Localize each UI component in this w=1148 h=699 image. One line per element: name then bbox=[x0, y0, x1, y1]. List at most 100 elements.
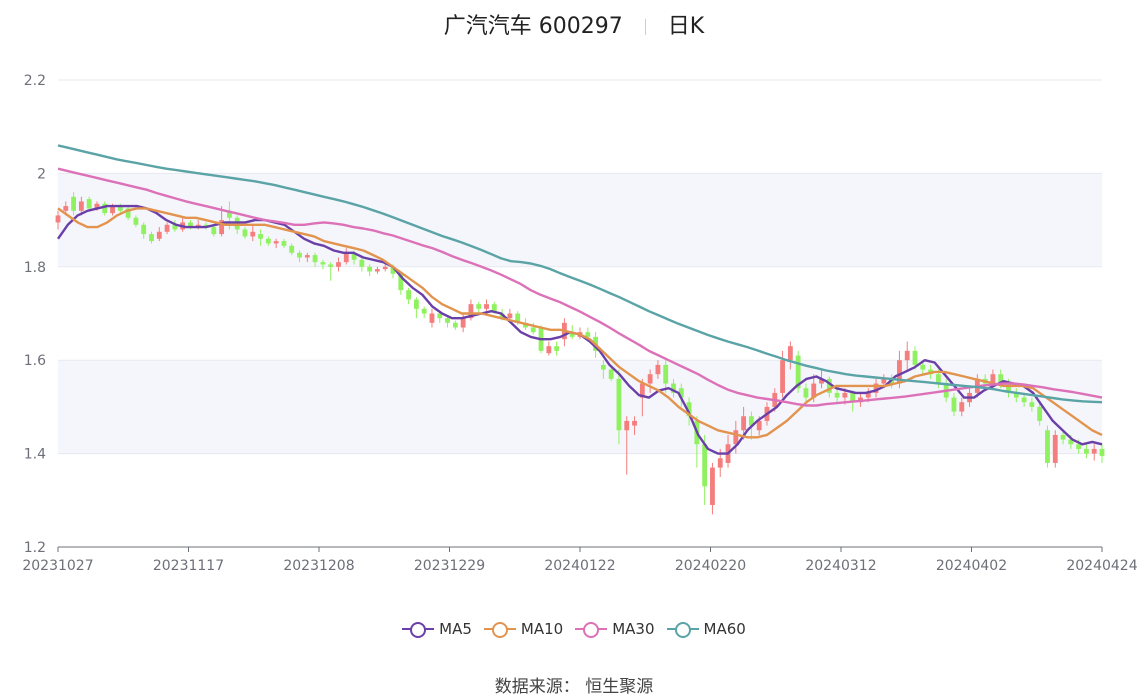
candle-body bbox=[632, 420, 637, 426]
candle-body bbox=[756, 420, 762, 431]
candle-body bbox=[904, 350, 910, 361]
candle-body bbox=[873, 383, 879, 393]
candle-body bbox=[819, 378, 824, 384]
candle-body bbox=[219, 220, 225, 235]
y-tick-label: 1.6 bbox=[24, 353, 46, 369]
x-tick-label: 20240122 bbox=[544, 558, 615, 574]
candle-body bbox=[421, 308, 427, 314]
candle-body bbox=[102, 203, 108, 214]
candle-body bbox=[1052, 434, 1058, 463]
candle-body bbox=[297, 252, 302, 258]
candle-body bbox=[94, 203, 100, 209]
candle-body bbox=[990, 374, 996, 384]
candle-body bbox=[491, 304, 497, 312]
chart-title: 广汽汽车 600297 bbox=[443, 14, 623, 39]
candle-body bbox=[842, 392, 848, 398]
candle-body bbox=[678, 388, 684, 398]
candle-body bbox=[741, 416, 747, 431]
candle-body bbox=[795, 355, 801, 389]
candle-body bbox=[110, 206, 115, 214]
title-separator bbox=[644, 19, 646, 35]
x-tick-label: 20240402 bbox=[936, 558, 1007, 574]
candle-body bbox=[1013, 392, 1019, 398]
candle-body bbox=[343, 252, 349, 263]
candle-body bbox=[398, 273, 404, 291]
candle-body bbox=[484, 304, 489, 309]
x-tick-label: 20231208 bbox=[283, 558, 354, 574]
candle-body bbox=[881, 378, 887, 384]
candle-body bbox=[71, 196, 76, 211]
data-source: 数据来源： 恒生聚源 bbox=[494, 677, 654, 697]
legend-swatch-icon bbox=[483, 622, 516, 638]
candle-body bbox=[86, 199, 92, 209]
candle-body bbox=[897, 360, 902, 384]
candle-body bbox=[265, 238, 271, 244]
candle-body bbox=[133, 217, 139, 225]
candle-body bbox=[515, 313, 521, 323]
candle-body bbox=[55, 215, 61, 223]
candle-body bbox=[663, 364, 669, 384]
legend-swatch-icon bbox=[402, 622, 435, 638]
candle-body bbox=[78, 201, 84, 211]
candle-body bbox=[826, 378, 832, 393]
candle-body bbox=[375, 269, 380, 272]
series-line-ma60 bbox=[57, 144, 1103, 404]
candle-body bbox=[655, 364, 661, 375]
candle-body bbox=[359, 259, 365, 267]
series-line-ma10 bbox=[57, 207, 1103, 439]
candle-body bbox=[367, 266, 373, 272]
candle-body bbox=[1091, 448, 1097, 454]
candle-body bbox=[445, 318, 450, 323]
x-tick-label: 20240312 bbox=[805, 558, 876, 574]
candle-body bbox=[811, 383, 817, 398]
candle-body bbox=[546, 346, 552, 354]
chart-title-bar: 广汽汽车 600297 日K bbox=[0, 8, 1148, 40]
candle-body bbox=[748, 416, 754, 426]
chart-period: 日K bbox=[667, 14, 705, 39]
series-line-ma30 bbox=[57, 167, 1103, 407]
candle-body bbox=[998, 374, 1004, 384]
x-tick-label: 20240424 bbox=[1066, 558, 1137, 574]
candle-body bbox=[850, 392, 856, 403]
x-tick-label: 20231027 bbox=[22, 558, 93, 574]
candle-body bbox=[125, 208, 131, 218]
candle-body bbox=[476, 304, 482, 309]
legend-item-ma10[interactable]: MA10 bbox=[483, 620, 563, 638]
candle-body bbox=[117, 206, 123, 211]
candle-body bbox=[242, 229, 248, 237]
x-tick-label: 20240220 bbox=[675, 558, 746, 574]
candle-body bbox=[336, 262, 341, 267]
candle-body bbox=[351, 252, 357, 260]
y-tick-label: 2 bbox=[37, 166, 46, 182]
legend-label: MA30 bbox=[612, 620, 655, 638]
candle-body bbox=[149, 234, 154, 242]
candle-body bbox=[1029, 402, 1035, 407]
candle-body bbox=[328, 264, 334, 267]
candle-body bbox=[803, 388, 809, 398]
candle-body bbox=[1076, 444, 1082, 449]
candle-body bbox=[780, 360, 785, 393]
candle-body bbox=[1037, 406, 1043, 421]
candle-body bbox=[624, 420, 630, 431]
candle-body bbox=[382, 266, 388, 270]
candle-body bbox=[951, 397, 957, 412]
candle-body bbox=[523, 322, 528, 328]
legend-item-ma5[interactable]: MA5 bbox=[402, 620, 472, 638]
chart-legend: MA5 MA10 MA30 MA60 bbox=[0, 620, 1148, 640]
candle-body bbox=[304, 255, 310, 258]
candle-body bbox=[1084, 448, 1089, 454]
candle-body bbox=[935, 374, 941, 384]
grid-band bbox=[58, 360, 1102, 454]
candle-body bbox=[1045, 430, 1050, 463]
legend-item-ma30[interactable]: MA30 bbox=[575, 620, 655, 638]
candle-body bbox=[429, 313, 435, 323]
grid-band bbox=[58, 173, 1102, 267]
candle-body bbox=[554, 346, 560, 351]
x-tick-label: 20231229 bbox=[414, 558, 485, 574]
candle-body bbox=[164, 224, 170, 232]
legend-label: MA5 bbox=[439, 620, 472, 638]
legend-item-ma60[interactable]: MA60 bbox=[666, 620, 746, 638]
candle-body bbox=[460, 318, 466, 328]
candle-body bbox=[702, 444, 708, 487]
candle-body bbox=[507, 313, 513, 319]
